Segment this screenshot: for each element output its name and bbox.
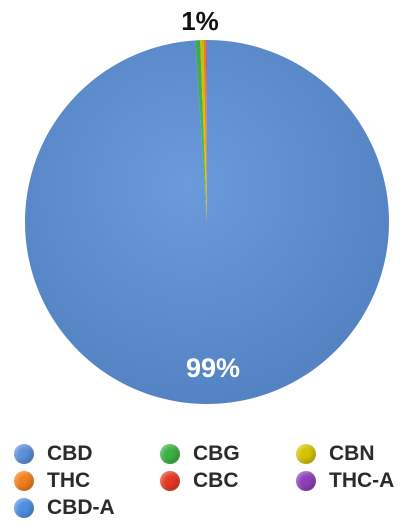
- legend-label-cbd: CBD: [47, 442, 93, 465]
- legend-label-cbg: CBG: [193, 442, 240, 465]
- legend-dot-cbg: [160, 444, 180, 464]
- legend-dot-thc-a: [296, 471, 316, 491]
- legend-item-cbc: CBC: [160, 468, 239, 494]
- data-label-other: 1%: [181, 6, 219, 36]
- legend-dot-cbd: [14, 444, 34, 464]
- legend-label-thc-a: THC-A: [329, 469, 395, 492]
- data-label-main: 99%: [186, 353, 240, 383]
- legend-dot-thc: [14, 471, 34, 491]
- pie-slices: [25, 40, 390, 405]
- legend-label-cbd-a: CBD-A: [47, 496, 115, 519]
- legend-label-cbc: CBC: [193, 469, 239, 492]
- legend-item-cbd-a: CBD-A: [14, 495, 115, 521]
- legend-dot-cbd-a: [14, 498, 34, 518]
- legend-item-cbg: CBG: [160, 441, 240, 467]
- legend-item-thc: THC: [14, 468, 90, 494]
- legend-label-thc: THC: [47, 469, 91, 492]
- pie-plot: 1% 99%: [25, 6, 390, 405]
- legend-item-cbd: CBD: [14, 441, 93, 467]
- pie-slice-cbd: [25, 40, 390, 405]
- legend-dot-cbc: [160, 471, 180, 491]
- legend-dot-cbn: [296, 444, 316, 464]
- legend-label-cbn: CBN: [329, 442, 375, 465]
- legend-item-cbn: CBN: [296, 441, 375, 467]
- legend-item-thc-a: THC-A: [296, 468, 394, 494]
